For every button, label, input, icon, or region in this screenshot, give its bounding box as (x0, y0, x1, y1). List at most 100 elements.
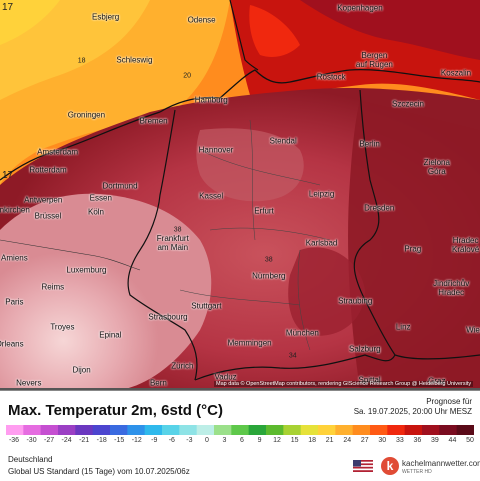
temperature-value-label: 18 (77, 57, 86, 65)
forecast-label: Prognose für (426, 397, 472, 406)
city-label: Leipzig (308, 189, 335, 199)
city-label: Karlsbad (305, 238, 338, 248)
color-scale-segment (387, 425, 406, 435)
city-label: Essen (89, 193, 112, 203)
east-dark-area (348, 100, 480, 390)
color-scale-tick: -27 (44, 437, 55, 444)
color-scale-segment (248, 425, 267, 435)
border-east (353, 89, 480, 360)
color-scale-tick: 12 (273, 437, 281, 444)
border-south (194, 354, 396, 381)
color-scale-segment (335, 425, 354, 435)
city-label: Antwerpen (24, 195, 63, 205)
temperature-value-label: 34 (288, 352, 297, 360)
color-scale-tick: 44 (448, 437, 457, 444)
city-label: Hradec Králové (452, 236, 480, 254)
color-scale-tick: -36 (8, 437, 20, 444)
city-label: Graz (428, 376, 446, 386)
city-label: Orleans (0, 339, 24, 349)
city-label: Bergen auf Rügen (355, 51, 393, 69)
color-scale-segment (231, 425, 250, 435)
color-scale-segment (23, 425, 42, 435)
color-scale-tick: 21 (325, 437, 334, 444)
city-label: Frankfurt am Main (156, 234, 189, 252)
color-scale-tick: -30 (26, 437, 37, 444)
temperature-map: 17 17 Esbjerg Odense Kopenhagen Schleswig Be… (0, 0, 480, 390)
color-scale-segment (144, 425, 163, 435)
city-label: Dijon (72, 365, 91, 375)
city-label: Odense (187, 15, 216, 25)
city-label: Zielona Góra (423, 158, 450, 176)
color-scale-tick: 36 (413, 437, 422, 444)
city-label: Reims (41, 282, 65, 292)
city-label: Nürnberg (252, 271, 286, 281)
state-borders (179, 119, 331, 351)
map-title: Max. Temperatur 2m, 6std (°C) (8, 402, 223, 419)
color-scale-segment (214, 425, 232, 435)
color-scale-segment (370, 425, 388, 435)
city-label: Hamburg (194, 95, 228, 105)
city-label: Rostock (316, 72, 346, 82)
corner-value-2: 17 (2, 170, 14, 181)
west-pale-area (0, 193, 212, 390)
color-scale-segment (162, 425, 180, 435)
city-label: Dortmund (102, 181, 138, 191)
city-label: Esbjerg (92, 12, 120, 22)
color-scale-tick: -9 (151, 437, 158, 444)
color-scale-bar (6, 425, 474, 435)
city-label: Strasbourg (148, 312, 188, 322)
city-label: Dresden (364, 203, 395, 213)
map-bottom-edge (0, 388, 480, 390)
kachelmann-logo-icon[interactable]: k (381, 457, 399, 475)
temperature-value-label: 38 (264, 256, 273, 264)
brand-subtitle: WETTER HD (402, 469, 432, 475)
color-scale-segment (110, 425, 128, 435)
city-label: Berlin (359, 139, 380, 149)
model-label: Global US Standard (15 Tage) vom 10.07.2… (8, 467, 190, 476)
color-scale-tick: 50 (466, 437, 474, 444)
city-label: Spittal (358, 375, 381, 385)
city-label: Zürich (171, 361, 194, 371)
city-label: Epinal (99, 330, 122, 340)
city-label: Straubing (338, 296, 373, 306)
city-label: Schleswig (116, 55, 153, 65)
color-scale-segment (422, 425, 440, 435)
color-scale-segment (318, 425, 336, 435)
denmark-area (249, 5, 300, 57)
coastline-denmark (229, 0, 259, 71)
border-belgium (0, 239, 141, 271)
cooler-sea-area (0, 0, 150, 100)
city-label: Kopenhagen (337, 3, 383, 13)
color-scale-tick: 18 (308, 437, 317, 444)
color-scale-tick: 24 (343, 437, 352, 444)
city-label: Brüssel (34, 211, 62, 221)
color-scale-segment (127, 425, 146, 435)
us-flag-icon[interactable] (353, 460, 373, 472)
city-label: München (285, 328, 319, 338)
color-scale-tick: 15 (290, 437, 299, 444)
color-scale-segment (92, 425, 111, 435)
border-west (127, 109, 198, 381)
city-label: Kassel (199, 191, 224, 201)
map-canvas (0, 0, 480, 390)
color-scale-segment (439, 425, 458, 435)
color-scale-tick: -21 (79, 437, 90, 444)
color-scale-segment (266, 425, 284, 435)
brand-name[interactable]: kachelmannwetter.com (402, 459, 480, 468)
coolest-sea-area (0, 0, 60, 45)
corner-value: 17 (2, 2, 14, 13)
color-scale-segment (352, 425, 371, 435)
city-label: Prag (404, 244, 422, 254)
city-label: Luxemburg (66, 265, 107, 275)
color-scale-tick: 39 (431, 437, 439, 444)
color-scale-segment (300, 425, 319, 435)
city-label: Bremen (139, 116, 168, 126)
color-scale-tick: 6 (240, 437, 244, 444)
central-light-area (196, 128, 304, 202)
color-scale-segment (6, 425, 24, 435)
city-label: Erfurt (254, 206, 274, 216)
color-scale-tick: 27 (360, 437, 369, 444)
color-scale-tick: -15 (114, 437, 125, 444)
city-label: Wien (466, 325, 480, 335)
color-scale-tick: 33 (395, 437, 404, 444)
